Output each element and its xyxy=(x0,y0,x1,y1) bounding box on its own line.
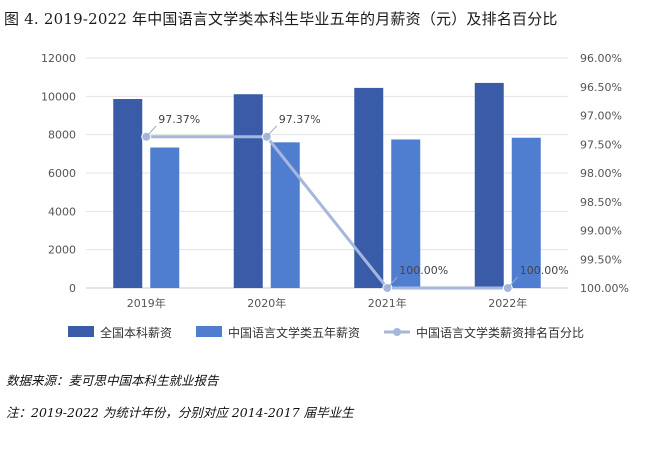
bar xyxy=(474,82,504,288)
data-source-note: 数据来源：麦可思中国本科生就业报告 xyxy=(6,373,219,388)
y-left-tick-label: 10000 xyxy=(41,90,76,103)
data-label-leader xyxy=(145,125,157,138)
data-label: 100.00% xyxy=(399,264,448,277)
data-label-leader xyxy=(266,125,278,138)
bar xyxy=(511,137,541,288)
combo-chart: 0 2000 4000 6000 8000 10000 12000 96.00% 96.50% 9… xyxy=(41,52,629,340)
x-tick-label: 2019年 xyxy=(127,296,166,310)
data-label: 97.37% xyxy=(158,113,200,126)
y-left-tick-label: 4000 xyxy=(48,205,76,218)
x-tick-label: 2020年 xyxy=(247,296,286,310)
y-left-tick-label: 8000 xyxy=(48,129,76,142)
x-tick-label: 2021年 xyxy=(368,296,407,310)
y-right-tick-label: 96.00% xyxy=(580,52,622,65)
bar xyxy=(150,147,180,288)
legend-label: 中国语言文学类薪资排名百分比 xyxy=(416,325,584,340)
y-left-tick-label: 0 xyxy=(69,282,76,295)
x-tick-label: 2022年 xyxy=(488,296,527,310)
y-right-tick-label: 99.00% xyxy=(580,225,622,238)
data-label-leader xyxy=(507,276,519,289)
legend-swatch xyxy=(68,326,94,337)
y-right-tick-label: 99.50% xyxy=(580,253,622,266)
data-label: 97.37% xyxy=(279,113,321,126)
chart-title: 图 4. 2019-2022 年中国语言文学类本科生毕业五年的月薪资（元）及排名… xyxy=(4,10,558,28)
legend-swatch xyxy=(196,326,223,337)
bar xyxy=(113,99,143,288)
bar xyxy=(391,139,421,288)
footnote: 注：2019-2022 为统计年份，分别对应 2014-2017 届毕业生 xyxy=(6,405,354,420)
data-label-leader xyxy=(386,276,398,289)
chart-area: 0 2000 4000 6000 8000 10000 12000 96.00% 96.50% 9… xyxy=(0,36,650,356)
line-series xyxy=(146,135,508,290)
bar xyxy=(354,87,384,289)
y-left-tick-label: 6000 xyxy=(48,167,76,180)
y-left-tick-label: 12000 xyxy=(41,52,76,65)
legend-marker xyxy=(393,328,402,336)
y-left-tick-label: 2000 xyxy=(48,244,76,257)
legend-label: 全国本科薪资 xyxy=(100,325,172,340)
y-right-tick-label: 97.00% xyxy=(580,110,622,123)
y-right-tick-label: 98.00% xyxy=(580,167,622,180)
y-right-tick-label: 100.00% xyxy=(580,282,629,295)
bar xyxy=(270,142,300,288)
bar xyxy=(233,94,263,288)
y-right-tick-label: 97.50% xyxy=(580,138,622,151)
legend-label: 中国语言文学类五年薪资 xyxy=(228,325,360,340)
y-right-tick-label: 98.50% xyxy=(580,196,622,209)
data-label: 100.00% xyxy=(520,264,569,277)
y-right-tick-label: 96.50% xyxy=(580,81,622,94)
